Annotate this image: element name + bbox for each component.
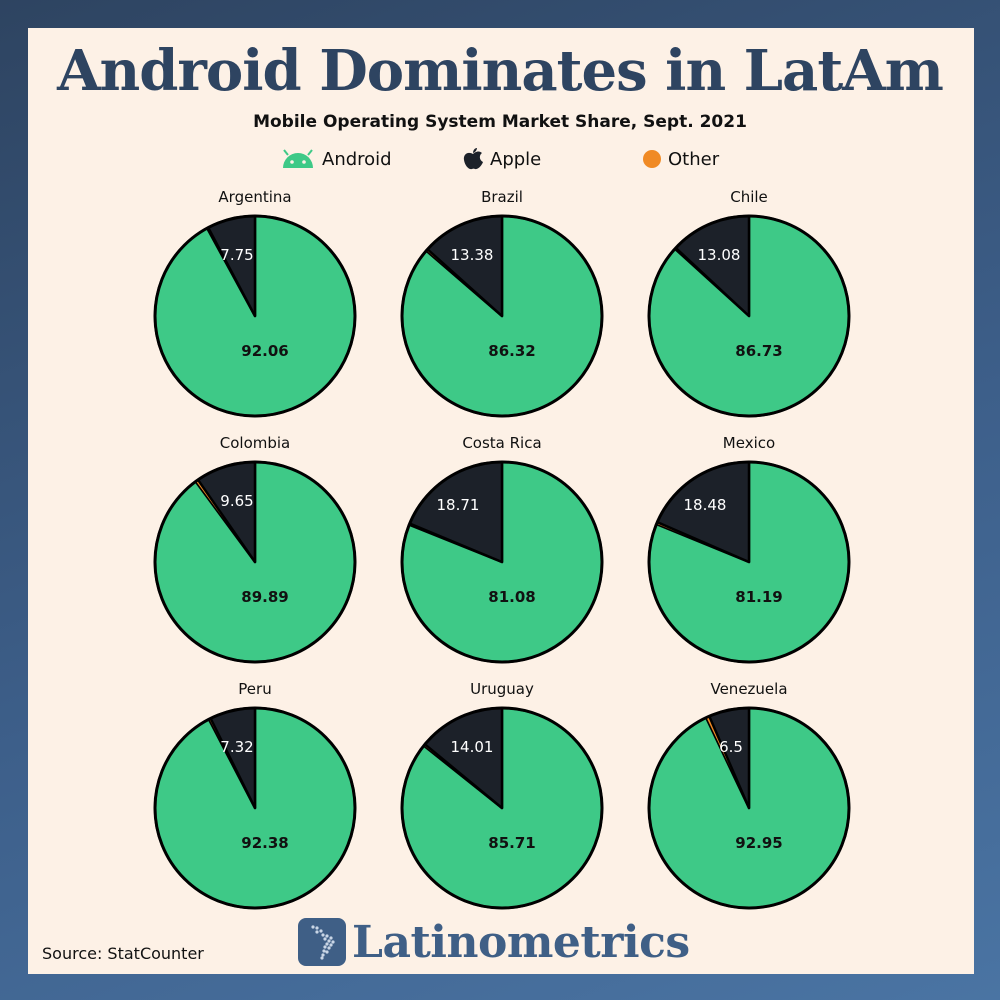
- data-label-android: 85.71: [488, 834, 535, 852]
- pie-country-label: Peru: [238, 680, 271, 698]
- data-label-apple: 7.32: [220, 738, 253, 756]
- data-label-android: 81.08: [488, 588, 535, 606]
- pie-costa-rica: Costa Rica 81.08 18.71: [400, 434, 604, 664]
- pie-outline: [400, 214, 604, 418]
- pie-outline: [400, 460, 604, 664]
- pie-country-label: Argentina: [218, 188, 291, 206]
- legend-label-android: Android: [322, 148, 392, 170]
- legend-item-apple: Apple: [462, 146, 541, 172]
- legend-label-other: Other: [668, 148, 720, 170]
- data-label-apple: 6.5: [719, 738, 743, 756]
- pie-uruguay: Uruguay 85.71 14.01: [400, 680, 604, 910]
- pie-outline: [400, 706, 604, 910]
- other-dot-icon: [643, 150, 661, 168]
- brand-logo: Latinometrics: [298, 914, 690, 970]
- pie-outline: [647, 706, 851, 910]
- source-note: Source: StatCounter: [42, 944, 204, 963]
- pie-country-label: Mexico: [723, 434, 775, 452]
- pie-venezuela: Venezuela 92.95 6.5: [647, 680, 851, 910]
- pie-outline: [153, 214, 357, 418]
- android-icon: [283, 149, 313, 168]
- pie-outline: [153, 460, 357, 664]
- data-label-android: 92.38: [241, 834, 288, 852]
- legend-item-android: Android: [280, 146, 392, 172]
- pie-brazil: Brazil 86.32 13.38: [400, 188, 604, 418]
- chart-subtitle: Mobile Operating System Market Share, Se…: [253, 112, 747, 132]
- data-label-apple: 7.75: [220, 246, 253, 264]
- pie-chile: Chile 86.73 13.08: [647, 188, 851, 418]
- pie-outline: [647, 460, 851, 664]
- data-label-apple: 18.48: [684, 496, 727, 514]
- data-label-apple: 14.01: [451, 738, 494, 756]
- pie-country-label: Brazil: [481, 188, 523, 206]
- pie-country-label: Venezuela: [710, 680, 787, 698]
- data-label-android: 92.95: [735, 834, 782, 852]
- chart-title: Android Dominates in LatAm: [57, 38, 944, 104]
- pie-country-label: Costa Rica: [462, 434, 541, 452]
- pie-colombia: Colombia 89.89 9.65: [153, 434, 357, 664]
- data-label-android: 81.19: [735, 588, 782, 606]
- data-label-android: 86.32: [488, 342, 535, 360]
- latam-map-icon: [298, 918, 346, 966]
- data-label-apple: 18.71: [437, 496, 480, 514]
- pie-country-label: Uruguay: [470, 680, 534, 698]
- pie-peru: Peru 92.38 7.32: [153, 680, 357, 910]
- brand-name: Latinometrics: [352, 916, 690, 968]
- data-label-apple: 9.65: [220, 492, 253, 510]
- apple-icon: [463, 148, 483, 170]
- legend-item-other: Other: [642, 146, 719, 172]
- pie-outline: [153, 706, 357, 910]
- data-label-android: 86.73: [735, 342, 782, 360]
- legend-label-apple: Apple: [490, 148, 542, 170]
- pie-outline: [647, 214, 851, 418]
- data-label-apple: 13.38: [451, 246, 494, 264]
- pie-country-label: Colombia: [220, 434, 291, 452]
- data-label-android: 92.06: [241, 342, 288, 360]
- pie-mexico: Mexico 81.19 18.48: [647, 434, 851, 664]
- pie-country-label: Chile: [730, 188, 768, 206]
- data-label-android: 89.89: [241, 588, 288, 606]
- pie-argentina: Argentina 92.06 7.75: [153, 188, 357, 418]
- data-label-apple: 13.08: [698, 246, 741, 264]
